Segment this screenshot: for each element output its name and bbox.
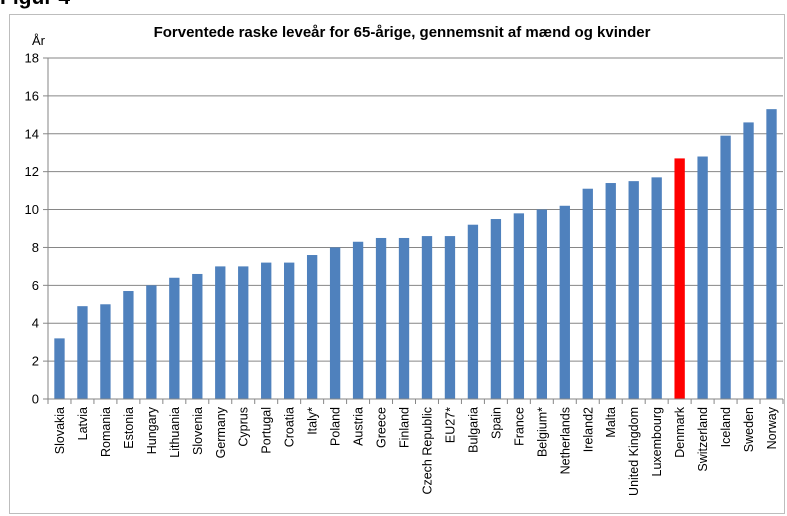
x-tick-label: Poland [329, 407, 343, 446]
bar-iceland [720, 135, 731, 399]
bar-belgium [536, 209, 547, 399]
x-tick-label: Sweden [742, 407, 756, 452]
x-tick-label: Iceland [719, 407, 733, 447]
x-tick-label: Bulgaria [466, 407, 480, 453]
x-tick-label: Croatia [283, 407, 297, 447]
x-tick-label: Luxembourg [650, 407, 664, 477]
x-tick-label: Germany [214, 406, 228, 458]
x-tick-label: Finland [398, 407, 412, 448]
y-tick-label: 2 [32, 354, 39, 369]
bar-portugal [261, 262, 272, 399]
bar-bulgaria [467, 224, 479, 399]
y-tick-label: 16 [25, 88, 39, 103]
y-tick-label: 8 [32, 240, 39, 255]
bar-italy [306, 255, 318, 399]
bar-ireland2 [582, 188, 593, 399]
y-tick-label: 6 [32, 278, 39, 293]
y-tick-label: 12 [25, 164, 39, 179]
x-tick-label: Spain [489, 407, 503, 439]
x-tick-label: Greece [375, 407, 389, 448]
bar-spain [490, 219, 502, 399]
bar-france [513, 213, 525, 399]
bar-latvia [77, 306, 88, 399]
bar-slovakia [54, 338, 65, 399]
bar-switzerland [697, 156, 708, 399]
x-tick-label: Belgium* [535, 407, 549, 457]
bar-poland [329, 247, 341, 399]
x-tick-label: Romania [99, 407, 113, 457]
y-tick-label: 14 [25, 126, 39, 141]
x-tick-label: EU27* [443, 407, 457, 443]
bar-romania [100, 304, 111, 399]
bar-malta [605, 183, 616, 399]
bar-czech-republic [421, 236, 433, 399]
bar-austria [352, 241, 364, 399]
bars [54, 109, 777, 400]
bar-slovenia [192, 273, 203, 399]
bar-lithuania [169, 277, 180, 399]
bar-cyprus [238, 266, 249, 399]
x-tick-label: Switzerland [696, 407, 710, 472]
x-tick-label: Ireland2 [581, 407, 595, 452]
x-tick-labels: Slovakia Latvia Romania Estonia Hungary Lithu… [47, 399, 784, 496]
y-tick-labels: 0 2 4 6 8 10 12 14 16 18 [25, 51, 39, 407]
x-tick-label: France [512, 407, 526, 446]
bar-norway [766, 109, 777, 400]
x-tick-label: Latvia [76, 407, 90, 440]
x-tick-label: United Kingdom [627, 407, 641, 496]
x-tick-label: Cyprus [237, 407, 251, 447]
bar-sweden [743, 122, 754, 400]
bar-estonia [123, 291, 134, 399]
x-tick-label: Lithuania [168, 407, 182, 458]
x-tick-label: Hungary [145, 406, 159, 454]
x-tick-label: Slovenia [191, 407, 205, 455]
axes [47, 58, 783, 400]
bar-finland [398, 237, 410, 399]
x-tick-label: Netherlands [558, 407, 572, 474]
x-tick-label: Italy* [306, 407, 320, 435]
bar-netherlands [559, 205, 570, 399]
bar-united-kingdom [628, 181, 639, 399]
bar-croatia [284, 262, 295, 399]
bar-germany [215, 266, 226, 399]
y-tick-label: 10 [25, 202, 39, 217]
chart-title: Forventede raske leveår for 65-årige, ge… [154, 24, 651, 41]
x-tick-label: Malta [604, 407, 618, 438]
x-tick-label: Slovakia [53, 407, 67, 454]
x-tick-label: Portugal [260, 407, 274, 454]
bar-hungary [146, 285, 157, 399]
bar-luxembourg [651, 177, 662, 399]
y-tick-label: 0 [32, 392, 39, 407]
bar-greece [375, 237, 387, 399]
x-tick-label: Estonia [122, 407, 136, 449]
x-tick-label: Czech Republic [420, 407, 434, 495]
chart-frame [9, 14, 785, 514]
x-tick-label: Norway [765, 406, 779, 449]
y-tick-label: 18 [25, 51, 39, 66]
y-axis-label: År [32, 33, 46, 48]
figure-label: Figur 4 [0, 0, 70, 10]
x-tick-label: Denmark [673, 406, 687, 457]
y-tick-label: 4 [32, 316, 39, 331]
bar-denmark [674, 158, 685, 399]
bar-eu27 [444, 236, 456, 399]
x-tick-label: Austria [352, 407, 366, 446]
